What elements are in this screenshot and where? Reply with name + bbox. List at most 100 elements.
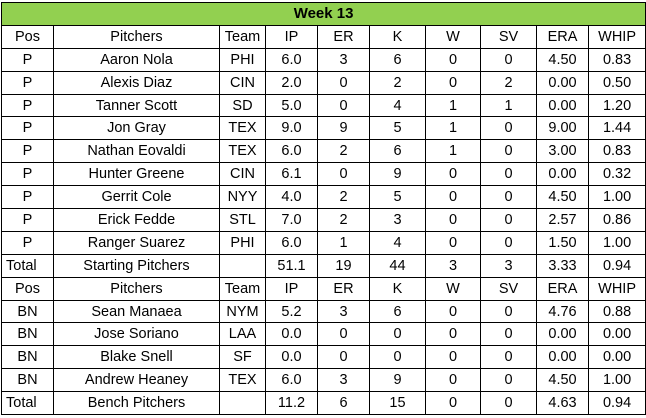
cell-pos: P bbox=[1, 185, 54, 210]
cell-team bbox=[219, 253, 266, 278]
cell-k: K bbox=[369, 276, 426, 301]
cell-whip: 0.86 bbox=[587, 208, 646, 232]
cell-whip: 0.88 bbox=[587, 299, 646, 324]
cell-whip: 1.20 bbox=[587, 93, 646, 118]
cell-whip: 0.83 bbox=[587, 139, 646, 164]
cell-k: 3 bbox=[369, 208, 426, 232]
cell-w: 0 bbox=[425, 391, 481, 416]
cell-ip: 9.0 bbox=[265, 116, 318, 141]
cell-team: CIN bbox=[219, 162, 266, 187]
cell-whip: WHIP bbox=[587, 24, 646, 49]
cell-team: Team bbox=[219, 276, 266, 301]
cell-era: 3.33 bbox=[536, 253, 589, 278]
cell-sv: 0 bbox=[480, 185, 537, 210]
starters-pitcher-row: P Alexis Diaz CIN 2.0 0 2 0 2 0.00 0.50 bbox=[1, 70, 646, 95]
cell-era: 0.00 bbox=[536, 322, 589, 347]
cell-pos: Total bbox=[1, 253, 54, 278]
cell-whip: 0.94 bbox=[587, 253, 646, 278]
bench-pitcher-row: BN Blake Snell SF 0.0 0 0 0 0 0.00 0.00 bbox=[1, 345, 646, 370]
cell-pitcher: Sean Manaea bbox=[53, 299, 220, 324]
cell-ip: 6.0 bbox=[265, 230, 318, 255]
cell-pos: P bbox=[1, 93, 54, 118]
cell-whip: 0.83 bbox=[587, 47, 646, 72]
cell-ip: IP bbox=[265, 24, 318, 49]
cell-sv: 1 bbox=[480, 93, 537, 118]
starters-pitcher-row: P Gerrit Cole NYY 4.0 2 5 0 0 4.50 1.00 bbox=[1, 185, 646, 210]
cell-k: 6 bbox=[369, 299, 426, 324]
cell-sv: 0 bbox=[480, 116, 537, 141]
cell-pos: P bbox=[1, 116, 54, 141]
cell-sv: 0 bbox=[480, 230, 537, 255]
cell-pos: BN bbox=[1, 322, 54, 347]
starters-pitcher-row: P Aaron Nola PHI 6.0 3 6 0 0 4.50 0.83 bbox=[1, 47, 646, 72]
cell-k: 2 bbox=[369, 70, 426, 95]
starters-pitcher-row: P Erick Fedde STL 7.0 2 3 0 0 2.57 0.86 bbox=[1, 208, 646, 232]
cell-w: 0 bbox=[425, 230, 481, 255]
cell-sv: 0 bbox=[480, 162, 537, 187]
cell-er: 3 bbox=[317, 299, 370, 324]
cell-team: CIN bbox=[219, 70, 266, 95]
cell-pitcher: Bench Pitchers bbox=[53, 391, 220, 416]
cell-w: 0 bbox=[425, 208, 481, 232]
cell-ip: 6.0 bbox=[265, 139, 318, 164]
cell-team: TEX bbox=[219, 368, 266, 393]
cell-er: 1 bbox=[317, 230, 370, 255]
cell-team: SD bbox=[219, 93, 266, 118]
starters-pitcher-row: P Hunter Greene CIN 6.1 0 9 0 0 0.00 0.32 bbox=[1, 162, 646, 187]
cell-era: 0.00 bbox=[536, 93, 589, 118]
cell-whip: 1.00 bbox=[587, 368, 646, 393]
cell-er: ER bbox=[317, 276, 370, 301]
cell-sv: 0 bbox=[480, 139, 537, 164]
cell-w: W bbox=[425, 276, 481, 301]
cell-era: 0.00 bbox=[536, 345, 589, 370]
bench-pitcher-row: BN Jose Soriano LAA 0.0 0 0 0 0 0.00 0.00 bbox=[1, 322, 646, 347]
cell-pitcher: Hunter Greene bbox=[53, 162, 220, 187]
cell-era: ERA bbox=[536, 24, 589, 49]
cell-sv: 0 bbox=[480, 47, 537, 72]
cell-k: 6 bbox=[369, 47, 426, 72]
cell-pitcher: Jon Gray bbox=[53, 116, 220, 141]
starters-pitcher-row: P Tanner Scott SD 5.0 0 4 1 1 0.00 1.20 bbox=[1, 93, 646, 118]
cell-pos: Pos bbox=[1, 276, 54, 301]
cell-whip: 1.00 bbox=[587, 185, 646, 210]
cell-pitcher: Andrew Heaney bbox=[53, 368, 220, 393]
cell-era: 1.50 bbox=[536, 230, 589, 255]
cell-k: 0 bbox=[369, 345, 426, 370]
cell-er: 2 bbox=[317, 208, 370, 232]
cell-k: K bbox=[369, 24, 426, 49]
cell-sv: SV bbox=[480, 276, 537, 301]
cell-pitcher: Pitchers bbox=[53, 24, 220, 49]
cell-pos: P bbox=[1, 230, 54, 255]
cell-w: 1 bbox=[425, 139, 481, 164]
cell-ip: 51.1 bbox=[265, 253, 318, 278]
cell-pitcher: Blake Snell bbox=[53, 345, 220, 370]
cell-team: Team bbox=[219, 24, 266, 49]
cell-pos: BN bbox=[1, 345, 54, 370]
cell-team: TEX bbox=[219, 116, 266, 141]
cell-sv: 0 bbox=[480, 322, 537, 347]
cell-w: 1 bbox=[425, 116, 481, 141]
bench-header-row: Pos Pitchers Team IP ER K W SV ERA WHIP bbox=[1, 276, 646, 301]
cell-w: 0 bbox=[425, 368, 481, 393]
cell-pitcher: Tanner Scott bbox=[53, 93, 220, 118]
cell-sv: 0 bbox=[480, 299, 537, 324]
cell-ip: 6.0 bbox=[265, 368, 318, 393]
cell-w: W bbox=[425, 24, 481, 49]
bench-total-row: Total Bench Pitchers 11.2 6 15 0 0 4.63 0.94 bbox=[1, 391, 646, 416]
cell-w: 1 bbox=[425, 93, 481, 118]
cell-pitcher: Pitchers bbox=[53, 276, 220, 301]
cell-pitcher: Nathan Eovaldi bbox=[53, 139, 220, 164]
cell-ip: 5.0 bbox=[265, 93, 318, 118]
cell-pitcher: Starting Pitchers bbox=[53, 253, 220, 278]
cell-whip: 0.50 bbox=[587, 70, 646, 95]
cell-era: 4.50 bbox=[536, 47, 589, 72]
cell-era: 2.57 bbox=[536, 208, 589, 232]
cell-k: 5 bbox=[369, 116, 426, 141]
cell-pitcher: Aaron Nola bbox=[53, 47, 220, 72]
cell-sv: 0 bbox=[480, 208, 537, 232]
cell-pitcher: Ranger Suarez bbox=[53, 230, 220, 255]
cell-team: NYY bbox=[219, 185, 266, 210]
cell-er: ER bbox=[317, 24, 370, 49]
cell-ip: 0.0 bbox=[265, 345, 318, 370]
cell-era: 4.76 bbox=[536, 299, 589, 324]
